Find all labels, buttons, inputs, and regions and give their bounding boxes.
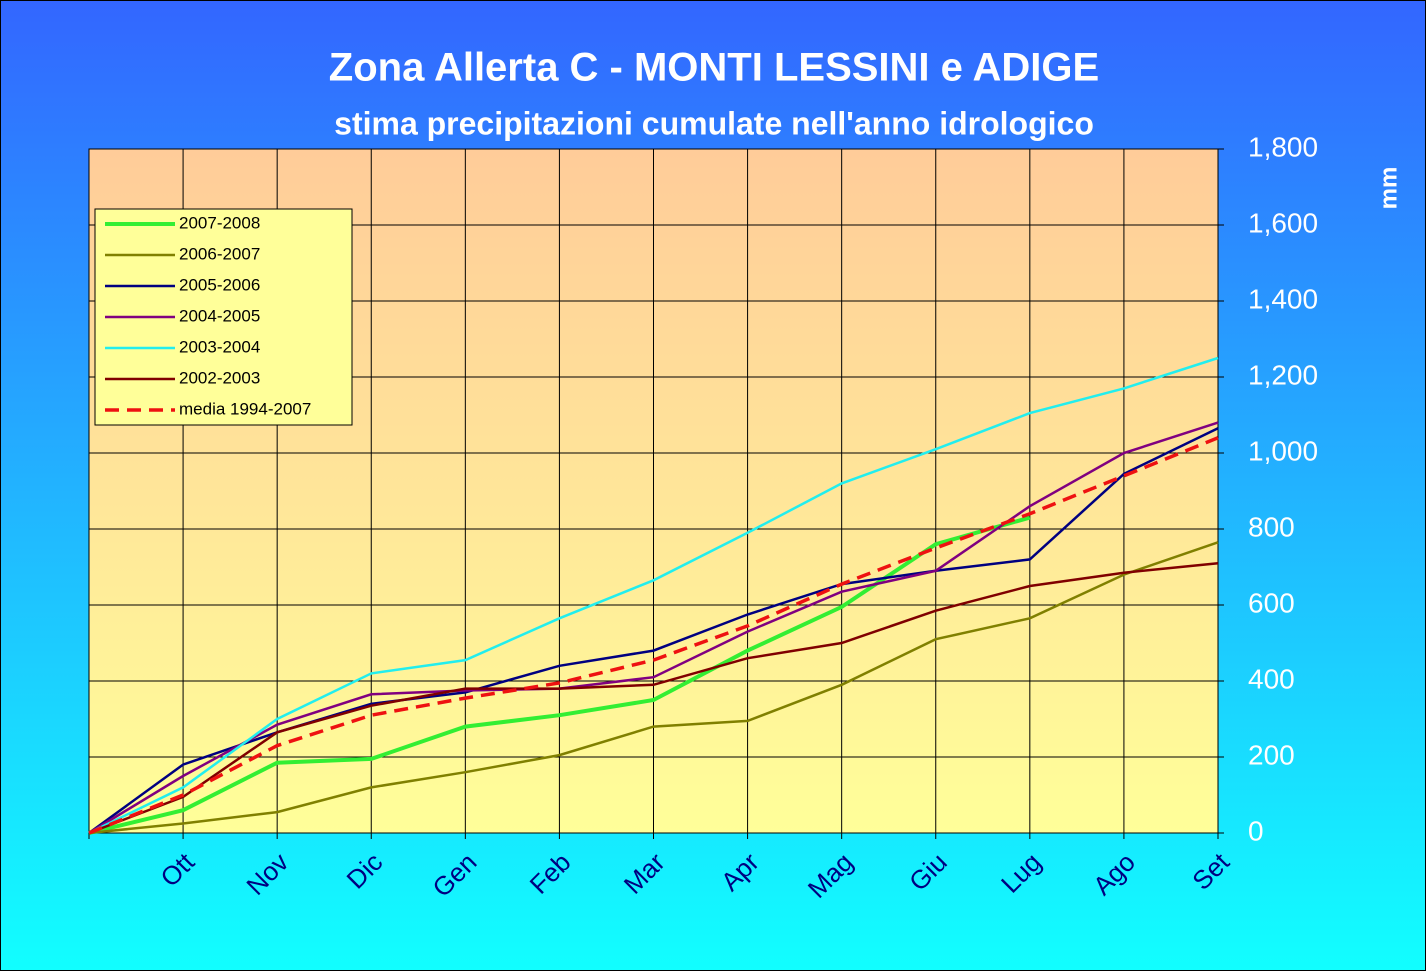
y-tick-label: 1,800	[1248, 131, 1318, 162]
legend-label: 2003-2004	[179, 337, 260, 356]
legend-label: media 1994-2007	[179, 399, 311, 418]
legend-label: 2002-2003	[179, 368, 260, 387]
legend-label: 2005-2006	[179, 275, 260, 294]
chart-subtitle: stima precipitazioni cumulate nell'anno …	[334, 105, 1094, 141]
y-tick-label: 1,600	[1248, 207, 1318, 238]
y-tick-label: 1,000	[1248, 435, 1318, 466]
series-line	[88, 541, 1219, 835]
y-tick-label: 600	[1248, 587, 1295, 618]
series-line	[88, 436, 1219, 835]
series-line	[88, 421, 1219, 835]
plot-border	[88, 148, 1219, 834]
legend-label: 2007-2008	[179, 213, 260, 232]
legend-label: 2004-2005	[179, 306, 260, 325]
series-line	[88, 356, 1219, 835]
y-tick-label: 400	[1248, 663, 1295, 694]
y-tick-label: 800	[1248, 511, 1295, 542]
y-tick-label: 0	[1248, 815, 1264, 846]
y-tick-label: 1,200	[1248, 359, 1318, 390]
legend-label: 2006-2007	[179, 244, 260, 263]
series-line	[88, 561, 1219, 835]
y-tick-label: 1,400	[1248, 283, 1318, 314]
chart-title: Zona Allerta C - MONTI LESSINI e ADIGE	[329, 46, 1099, 90]
y-axis-label: mm	[1375, 167, 1402, 210]
y-tick-label: 200	[1248, 739, 1295, 770]
